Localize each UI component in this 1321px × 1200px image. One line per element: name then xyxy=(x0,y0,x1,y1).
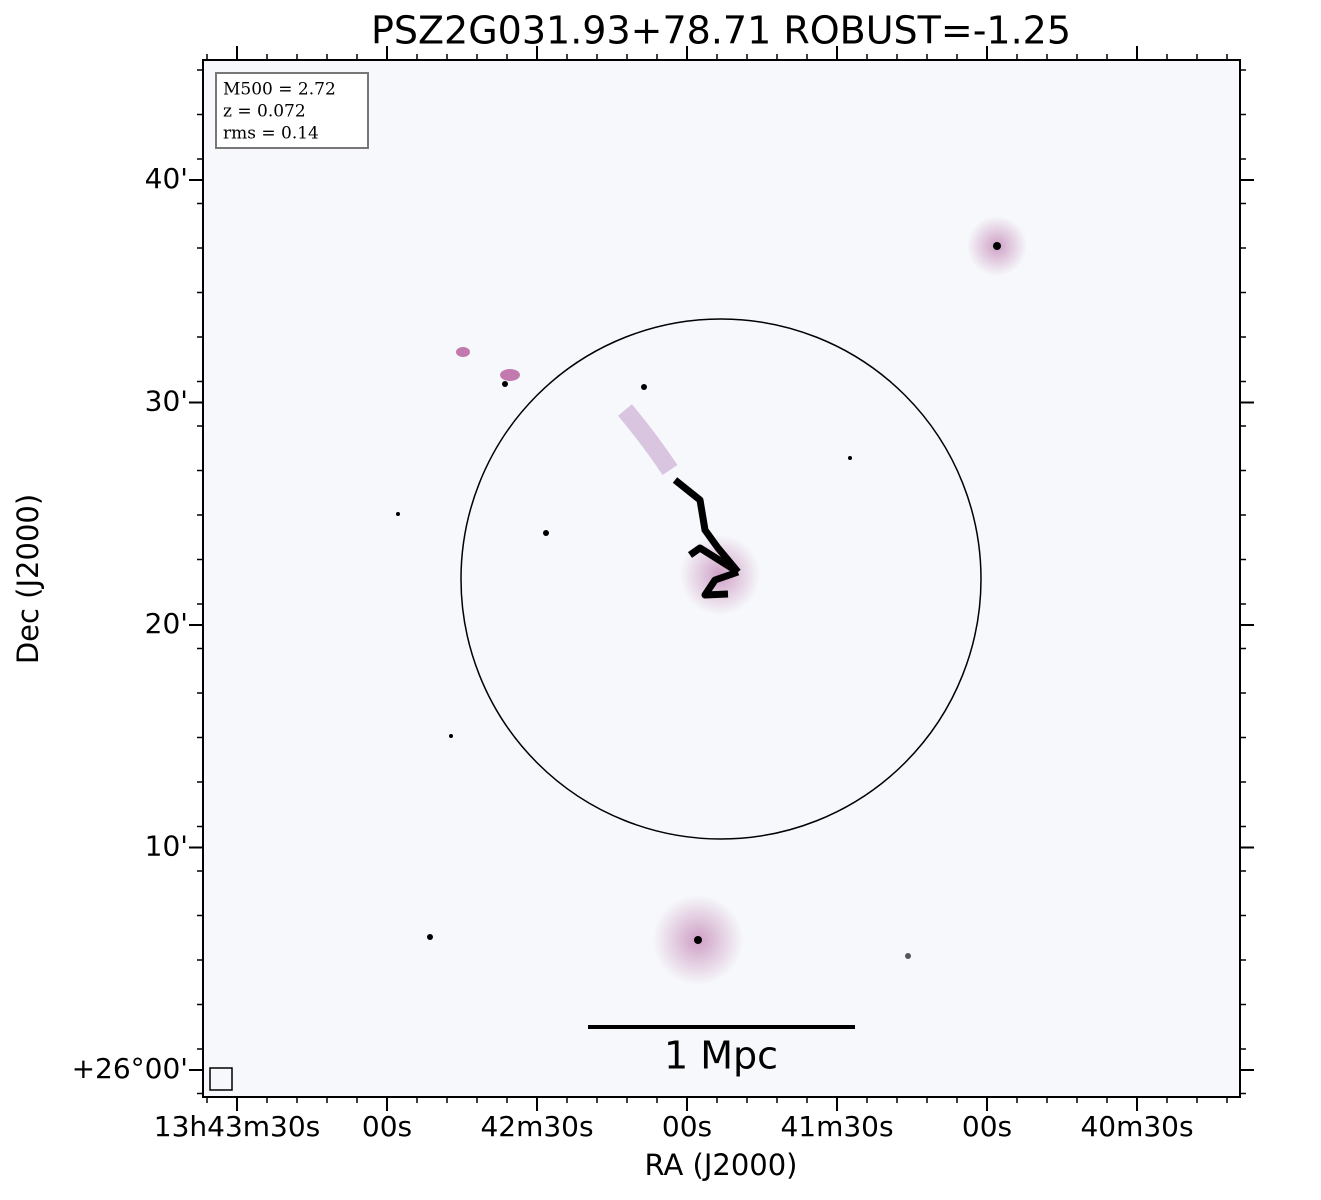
source xyxy=(905,953,911,959)
sources xyxy=(396,216,1027,985)
info-text: z = 0.072 xyxy=(223,102,306,122)
x-tick-label: 41m30s xyxy=(780,1110,893,1143)
info-text: M500 = 2.72 xyxy=(223,80,336,100)
x-tick-label: 00s xyxy=(362,1110,412,1143)
source xyxy=(427,934,433,940)
x-tick-label: 00s xyxy=(962,1110,1012,1143)
source xyxy=(396,512,400,516)
info-text: rms = 0.14 xyxy=(223,124,319,144)
x-tick-label: 00s xyxy=(662,1110,712,1143)
y-tick-label: 10' xyxy=(145,830,188,863)
title: PSZ2G031.93+78.71 ROBUST=-1.25 xyxy=(371,9,1071,53)
source xyxy=(993,242,1001,250)
x-tick-label: 42m30s xyxy=(480,1110,593,1143)
y-tick-label: 30' xyxy=(145,385,188,418)
ticks: 13h43m30s 00s 42m30s 00s 41m30s 00s 40m30s 40' 3… xyxy=(72,46,1254,1143)
source xyxy=(502,381,508,387)
source xyxy=(641,384,647,390)
radio-tail xyxy=(618,404,678,475)
info-box xyxy=(215,72,369,149)
beam xyxy=(209,1067,233,1091)
x-tick-label: 13h43m30s xyxy=(154,1110,321,1143)
source xyxy=(543,530,549,536)
source xyxy=(694,936,702,944)
y-tick-label: 20' xyxy=(145,607,188,640)
y-axis-label: Dec (J2000) xyxy=(11,494,45,664)
y-tick-label: +26°00' xyxy=(72,1052,188,1085)
x-tick-label: 40m30s xyxy=(1080,1110,1193,1143)
radio-tail xyxy=(672,477,741,599)
x-axis-label: RA (J2000) xyxy=(644,1148,797,1182)
scale-bar-label: 1 Mpc xyxy=(664,1034,778,1078)
r500-circle xyxy=(460,318,982,840)
source xyxy=(848,456,852,460)
source xyxy=(456,347,470,357)
source xyxy=(500,369,520,381)
y-tick-label: 40' xyxy=(145,162,188,195)
source xyxy=(449,734,453,738)
